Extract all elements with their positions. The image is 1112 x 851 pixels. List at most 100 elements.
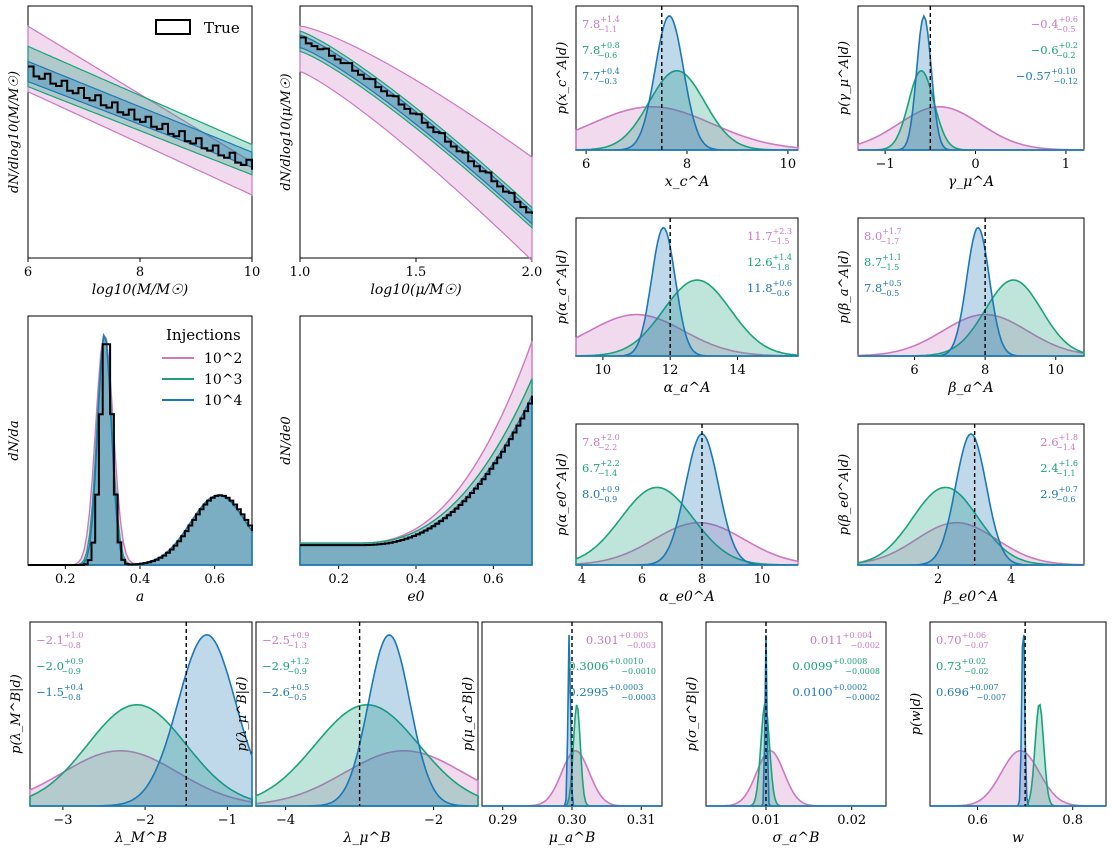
- x-tick-label: −1: [218, 813, 237, 828]
- estimate-value: 7.8: [582, 435, 600, 449]
- band-10^4: [299, 395, 533, 566]
- estimate-label: −2.0+0.9 −0.9: [36, 657, 83, 676]
- y-axis-label: dN/da: [7, 420, 22, 460]
- x-tick-label: 0.4: [130, 572, 151, 587]
- estimate-label: 11.7+2.3 −1.5: [747, 227, 792, 246]
- legend-label: 10^4: [204, 393, 243, 409]
- estimate-upper: +0.02: [962, 657, 987, 666]
- x-tick-label: −4: [276, 813, 295, 828]
- true-histogram: [300, 395, 533, 547]
- estimate-label: 0.301+0.003 −0.003: [586, 631, 656, 650]
- x-tick-label: 0.8: [1062, 813, 1083, 828]
- x-tick-label: 8: [683, 157, 691, 172]
- estimate-lower: −0.9: [287, 667, 306, 676]
- x-tick-label: 6: [638, 572, 646, 587]
- x-axis-label: α_e0^A: [659, 589, 715, 605]
- x-axis-label: γ_μ^A: [948, 174, 994, 190]
- estimate-lower: −0.5: [880, 289, 899, 298]
- estimate-upper: +1.4: [773, 253, 792, 262]
- estimate-upper: +0.0002: [833, 683, 868, 692]
- posterior-10^4: [482, 634, 662, 807]
- y-axis-label: p(λ_μ^B|d): [235, 677, 250, 752]
- x-tick-label: 0.6: [967, 813, 988, 828]
- estimate-value: 0.2995: [568, 685, 608, 699]
- estimate-upper: +2.0: [600, 433, 619, 442]
- estimate-value: 0.011: [810, 633, 843, 647]
- panel-p6: −1 0 1γ_μ^Ap(γ_μ^A|d)−0.4+0.6 −0.5−0.6+0.2−…: [837, 5, 1085, 190]
- x-tick-label: 4: [578, 572, 586, 587]
- estimate-value: 8.7: [864, 255, 882, 269]
- estimate-lower: −0.0008: [845, 667, 880, 676]
- estimate-label: −2.9+1.2 −0.9: [262, 657, 309, 676]
- estimate-value: 0.696: [936, 685, 969, 699]
- legend-true-swatch: [155, 19, 191, 35]
- y-axis-label: p(μ_a^B|d): [461, 677, 476, 751]
- estimate-value: −2.9: [262, 659, 290, 673]
- x-axis-label: λ_μ^B: [343, 830, 391, 846]
- x-tick-label: 8: [136, 265, 144, 280]
- estimate-upper: +0.9: [64, 657, 83, 666]
- estimate-value: 11.7: [747, 229, 773, 243]
- estimate-lower: −0.02: [964, 667, 989, 676]
- panel-p12: −4 −2λ_μ^Bp(λ_μ^B|d)−2.5+0.9 −1.3−2.9+1.2−…: [235, 621, 479, 846]
- estimate-label: −1.5+0.4 −0.8: [36, 683, 83, 702]
- estimate-lower: −0.2: [1056, 51, 1075, 60]
- estimate-lower: −0.003: [626, 641, 656, 650]
- posterior-10^4: [858, 226, 1084, 357]
- estimate-upper: +0.007: [969, 683, 999, 692]
- x-tick-label: 10: [595, 363, 612, 378]
- estimate-value: 0.0100: [792, 685, 832, 699]
- estimate-upper: +0.003: [619, 631, 649, 640]
- x-tick-label: 0.2: [55, 572, 76, 587]
- posterior-10^4: [858, 432, 1084, 566]
- posterior-10^2: [930, 750, 1106, 807]
- estimate-label: 0.696+0.007 −0.007: [936, 683, 1006, 702]
- estimate-lower: −0.0003: [621, 693, 656, 702]
- y-axis-label: p(γ_μ^A|d): [837, 41, 852, 115]
- estimate-label: −0.4+0.6 −0.5: [1031, 15, 1078, 34]
- estimate-value: 7.7: [582, 69, 600, 83]
- estimate-label: −2.6+0.5 −0.5: [262, 683, 309, 702]
- estimate-value: 0.0099: [792, 659, 832, 673]
- estimate-value: −2.5: [262, 633, 290, 647]
- estimate-value: 7.8: [864, 281, 882, 295]
- x-tick-label: −2: [424, 813, 443, 828]
- estimate-upper: +0.0010: [609, 657, 644, 666]
- estimate-label: 0.3006+0.0010 −0.0010: [568, 657, 656, 676]
- panel-p11: −3 −2 −1λ_M^Bp(λ_M^B|d)−2.1+1.0 −0.8−2.0+0.…: [9, 621, 253, 846]
- x-axis-label: a: [136, 589, 144, 605]
- estimate-upper: +1.0: [64, 631, 83, 640]
- estimate-lower: −0.6: [598, 51, 617, 60]
- x-tick-label: 0.29: [488, 813, 517, 828]
- y-axis-label: p(β_a^A|d): [837, 250, 852, 323]
- x-tick-label: 12: [662, 363, 679, 378]
- estimate-label: 8.7+1.1 −1.5: [864, 253, 902, 272]
- estimate-value: 12.6: [747, 255, 773, 269]
- estimate-label: 0.0100+0.0002 −0.0002: [792, 683, 880, 702]
- estimate-lower: −1.5: [880, 263, 899, 272]
- x-tick-label: −3: [53, 813, 72, 828]
- x-axis-label: e0: [407, 589, 424, 605]
- x-tick-label: 10: [780, 157, 797, 172]
- estimate-lower: −0.0010: [621, 667, 656, 676]
- estimate-value: 2.9: [1040, 487, 1058, 501]
- estimate-upper: +2.3: [773, 227, 792, 236]
- estimate-label: 0.0099+0.0008 −0.0008: [792, 657, 880, 676]
- estimate-value: 2.6: [1040, 435, 1058, 449]
- posterior-10^2: [575, 521, 799, 566]
- posterior-10^3: [575, 279, 799, 357]
- estimate-label: 8.0+0.9 −0.9: [582, 485, 620, 504]
- y-axis-label: dN/dlog10(M/M☉): [7, 71, 22, 193]
- y-axis-label: dN/de0: [279, 416, 294, 464]
- estimate-upper: +0.2: [1059, 41, 1078, 50]
- x-axis-label: σ_a^B: [773, 830, 820, 846]
- estimate-lower: −1.4: [598, 469, 617, 478]
- estimate-value: −1.5: [36, 685, 64, 699]
- posterior-10^4: [576, 15, 798, 151]
- estimate-upper: +0.4: [64, 683, 83, 692]
- estimate-lower: −2.2: [598, 443, 617, 452]
- panel-p10: 2 4β_e0^Ap(β_e0^A|d)2.6+1.8 −1.42.4+1.6 −1.…: [837, 423, 1085, 605]
- x-tick-label: 0.31: [627, 813, 656, 828]
- estimate-value: 8.0: [582, 487, 600, 501]
